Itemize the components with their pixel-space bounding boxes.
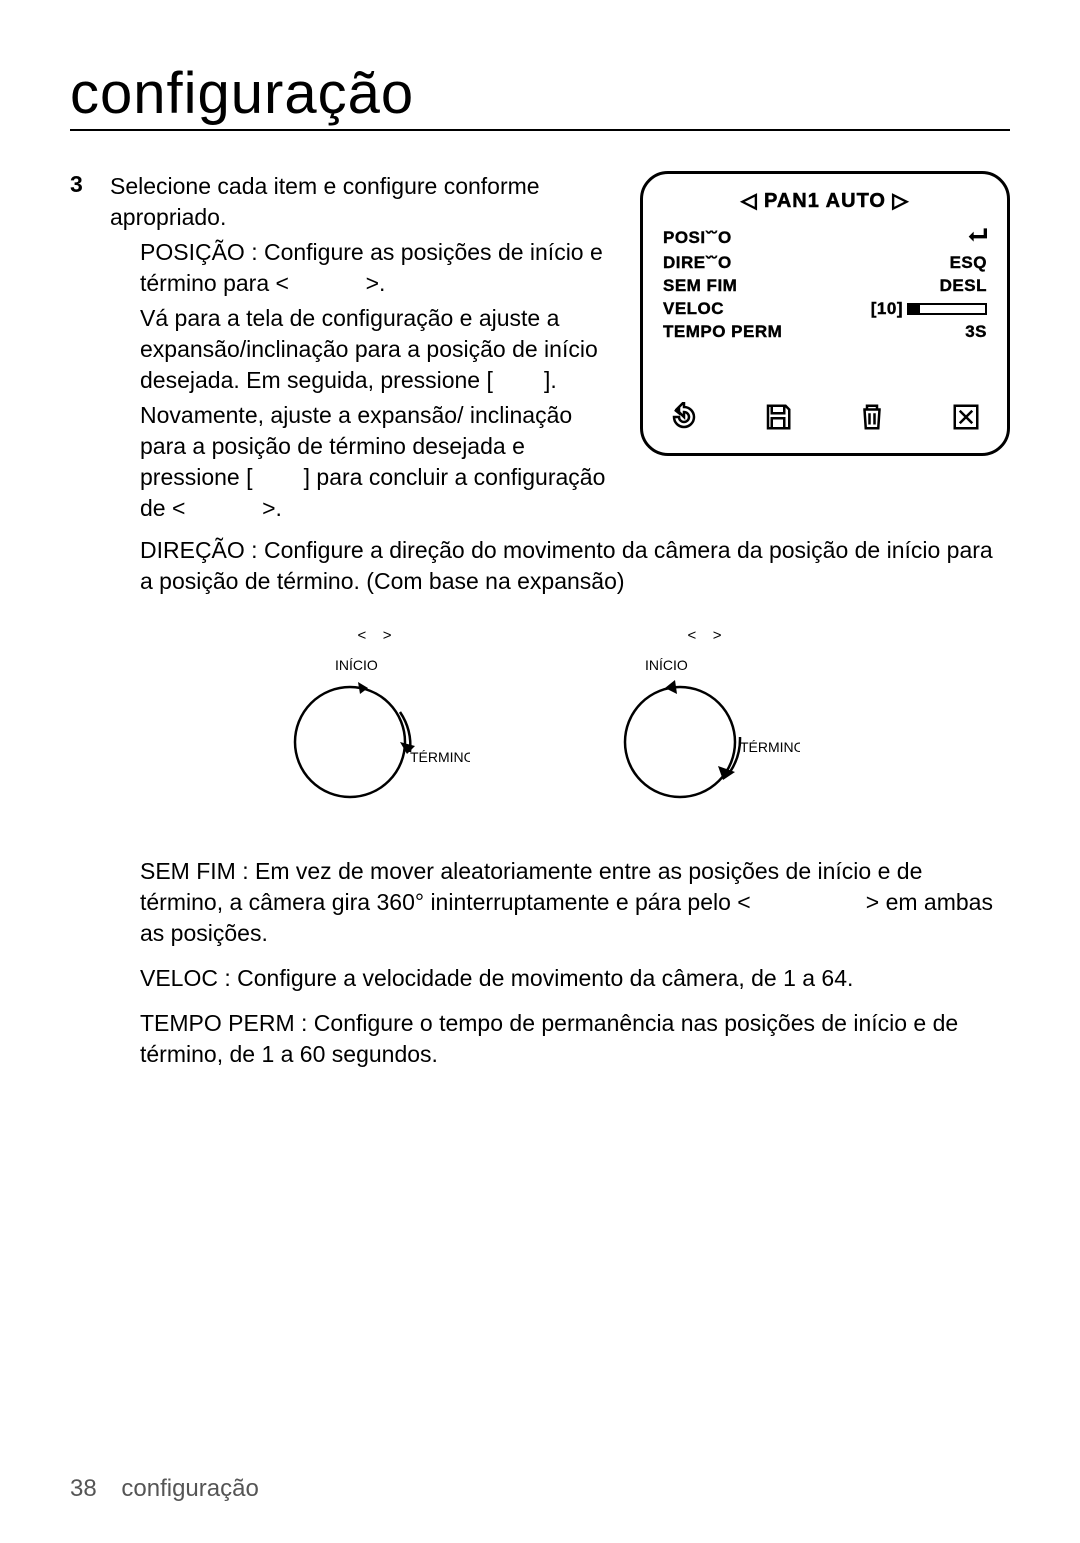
panel-row-direcao: DIREˇ˘O ESQ bbox=[663, 253, 987, 273]
panel-direcao-label: DIREˇ˘O bbox=[663, 253, 732, 273]
osd-panel: ◁ PAN1 AUTO ▷ POSIˇ˘O DIREˇ˘O ESQ SEM FI… bbox=[640, 171, 1010, 456]
posicao-text-2: Vá para a tela de configuração e ajuste … bbox=[110, 303, 610, 396]
panel-tempo-label: TEMPO PERM bbox=[663, 322, 782, 342]
panel-title: ◁ PAN1 AUTO ▷ bbox=[663, 188, 987, 213]
slider-track bbox=[907, 303, 987, 315]
panel-semfim-label: SEM FIM bbox=[663, 276, 737, 296]
direcao-text: DIREÇÃO : Configure a direção do movimen… bbox=[70, 535, 1010, 597]
page-title: configuração bbox=[70, 60, 1010, 131]
diagram-left-dir: < > bbox=[280, 627, 470, 644]
posicao-text-3: Novamente, ajuste a expansão/ inclinação… bbox=[110, 400, 610, 524]
page-footer: 38 configuração bbox=[70, 1475, 259, 1503]
close-icon bbox=[951, 402, 981, 437]
veloc-text: VELOC : Configure a velocidade de movime… bbox=[70, 963, 1010, 994]
enter-icon bbox=[967, 225, 987, 250]
semfim-text: SEM FIM : Em vez de mover aleatoriamente… bbox=[70, 856, 1010, 949]
panel-posicao-label: POSIˇ˘O bbox=[663, 228, 732, 248]
panel-semfim-value: DESL bbox=[940, 276, 987, 296]
page-number: 38 bbox=[70, 1475, 97, 1503]
panel-veloc-value: [10] bbox=[871, 299, 903, 319]
content-row: 3 Selecione cada item e configure confor… bbox=[70, 171, 1010, 525]
diagram-ccw: < > INÍCIO TÉRMINO bbox=[280, 627, 470, 816]
inicio-label-2: INÍCIO bbox=[645, 657, 688, 673]
direction-diagrams: < > INÍCIO TÉRMINO < > INÍCIO TÉRMINO bbox=[70, 627, 1010, 816]
step-number: 3 bbox=[70, 171, 83, 198]
inicio-label: INÍCIO bbox=[335, 657, 378, 673]
panel-row-posicao: POSIˇ˘O bbox=[663, 225, 987, 250]
back-icon bbox=[669, 402, 699, 437]
tempo-text: TEMPO PERM : Configure o tempo de perman… bbox=[70, 1008, 1010, 1070]
panel-direcao-value: ESQ bbox=[950, 253, 987, 273]
termino-label-2: TÉRMINO bbox=[740, 739, 800, 755]
posicao-text-1: POSIÇÃO : Configure as posições de iníci… bbox=[110, 237, 610, 299]
step-column: 3 Selecione cada item e configure confor… bbox=[70, 171, 610, 525]
delete-icon bbox=[857, 402, 887, 437]
diagram-right-dir: < > bbox=[610, 627, 800, 644]
panel-row-veloc: VELOC [10] bbox=[663, 299, 987, 319]
diagram-cw: < > INÍCIO TÉRMINO bbox=[610, 627, 800, 816]
termino-label: TÉRMINO bbox=[410, 749, 470, 765]
panel-tempo-value: 3S bbox=[965, 322, 987, 342]
footer-section: configuração bbox=[121, 1475, 258, 1502]
panel-row-tempo: TEMPO PERM 3S bbox=[663, 322, 987, 342]
panel-icon-row bbox=[663, 402, 987, 437]
step-intro: Selecione cada item e configure conforme… bbox=[110, 171, 610, 233]
slider-fill bbox=[909, 305, 920, 313]
panel-veloc-slider: [10] bbox=[871, 299, 987, 319]
save-icon bbox=[763, 402, 793, 437]
panel-row-semfim: SEM FIM DESL bbox=[663, 276, 987, 296]
panel-veloc-label: VELOC bbox=[663, 299, 724, 319]
